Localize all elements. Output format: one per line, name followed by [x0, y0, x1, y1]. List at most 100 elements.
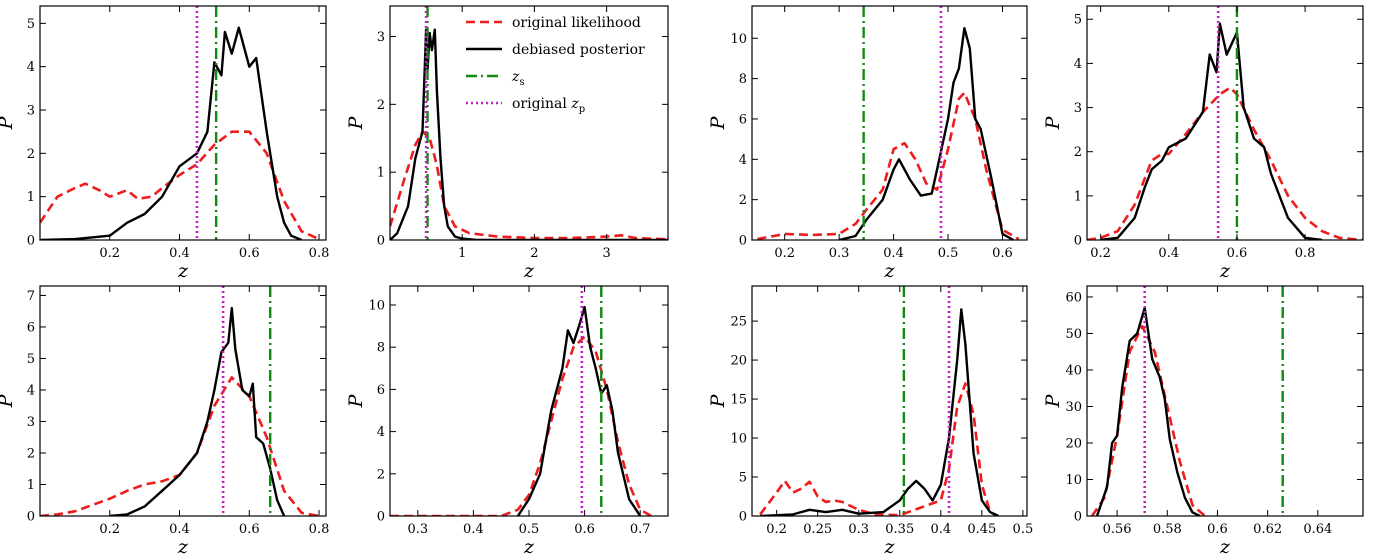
y-tick-label: 10 — [1065, 473, 1082, 488]
y-tick-label: 8 — [377, 341, 385, 356]
y-axis-label: P — [707, 393, 729, 408]
y-tick-label: 0 — [1074, 510, 1082, 525]
y-tick-label: 2 — [377, 98, 385, 113]
x-tick-label: 0.4 — [169, 246, 190, 261]
legend: original likelihood debiased posterior zs o… — [466, 15, 645, 115]
y-tick-label: 1 — [27, 190, 35, 205]
x-tick-label: 0.4 — [883, 246, 904, 261]
x-axis-label: z — [523, 536, 535, 558]
x-tick-label: 0.5 — [1013, 522, 1034, 537]
y-tick-label: 2 — [377, 467, 385, 482]
y-tick-label: 1 — [1074, 189, 1082, 204]
y-tick-label: 7 — [27, 289, 35, 304]
series-debiased-posterior — [109, 306, 286, 516]
y-axis-label: P — [0, 393, 17, 408]
y-tick-label: 30 — [1065, 400, 1082, 415]
y-tick-label: 2 — [1074, 145, 1082, 160]
y-tick-label: 4 — [1074, 57, 1082, 72]
y-tick-label: 2 — [27, 147, 35, 162]
x-axis-label: z — [1219, 536, 1231, 558]
y-tick-label: 20 — [730, 354, 747, 369]
plot-frame — [751, 285, 1028, 517]
plot-frame — [389, 5, 669, 241]
y-axis-label: P — [1042, 393, 1064, 408]
plot-frame — [1086, 5, 1364, 241]
y-axis-label: P — [345, 393, 367, 408]
x-axis-label: z — [883, 260, 895, 282]
plot-frame — [1086, 285, 1364, 517]
y-tick-label: 5 — [739, 471, 747, 486]
legend-label-1: original likelihood — [512, 15, 641, 31]
x-tick-label: 0.6 — [239, 522, 260, 537]
x-tick-label: 0.62 — [1253, 522, 1282, 537]
x-axis-label: z — [177, 536, 189, 558]
y-tick-label: 40 — [1065, 363, 1082, 378]
x-tick-label: 0.2 — [766, 522, 787, 537]
x-tick-label: 0.3 — [829, 246, 850, 261]
panel-8: 0.56 0.58 0.6 0.62 0.64 0 10 20 30 40 50 60 z P — [1042, 285, 1364, 558]
x-tick-label: 0.6 — [574, 522, 595, 537]
y-axis-label: P — [0, 115, 17, 130]
series-debiased-posterior — [1100, 22, 1323, 240]
y-tick-label: 0 — [739, 510, 747, 525]
y-tick-label: 4 — [377, 425, 385, 440]
y-tick-label: 4 — [739, 153, 747, 168]
panel-7: 0.2 0.25 0.3 0.35 0.4 0.45 0.5 0 5 10 15 20 25 z P — [707, 285, 1034, 558]
panel-5: 0.2 0.4 0.6 0.8 0 1 2 3 4 5 6 7 z P — [0, 285, 330, 558]
y-axis-label: P — [345, 115, 367, 130]
y-tick-label: 6 — [27, 320, 35, 335]
y-tick-label: 3 — [1074, 101, 1082, 116]
y-tick-label: 10 — [730, 32, 747, 47]
series-debiased-posterior — [40, 26, 303, 240]
y-axis-label: P — [707, 115, 729, 130]
x-tick-label: 0.4 — [463, 522, 484, 537]
x-tick-label: 0.2 — [99, 246, 120, 261]
legend-label-3: zs — [511, 69, 525, 88]
series-original-likelihood — [40, 130, 320, 240]
y-tick-label: 3 — [27, 104, 35, 119]
y-tick-label: 0 — [739, 234, 747, 249]
x-tick-label: 0.3 — [407, 522, 428, 537]
y-tick-label: 20 — [1065, 436, 1082, 451]
x-tick-label: 0.6 — [239, 246, 260, 261]
x-tick-label: 0.2 — [1090, 246, 1111, 261]
y-tick-label: 10 — [730, 432, 747, 447]
y-tick-label: 4 — [27, 60, 35, 75]
series-debiased-posterior — [838, 27, 1014, 240]
x-tick-label: 0.6 — [1227, 246, 1248, 261]
y-tick-label: 0 — [377, 234, 385, 249]
y-tick-label: 8 — [739, 72, 747, 87]
y-tick-label: 0 — [27, 510, 35, 525]
x-tick-label: 0.8 — [309, 522, 330, 537]
y-tick-label: 2 — [739, 193, 747, 208]
panel-6: 0.3 0.4 0.5 0.6 0.7 0 2 4 6 8 10 z P — [345, 285, 669, 558]
x-tick-label: 0.56 — [1103, 522, 1132, 537]
series-original-likelihood — [390, 130, 668, 240]
x-tick-label: 0.5 — [519, 522, 540, 537]
series-debiased-posterior — [390, 28, 668, 240]
y-tick-label: 6 — [739, 112, 747, 127]
x-tick-label: 0.8 — [1295, 246, 1316, 261]
panel-3: 0.2 0.3 0.4 0.5 0.6 0 2 4 6 8 10 z P — [707, 5, 1028, 282]
series-original-likelihood — [757, 91, 1020, 240]
y-tick-label: 50 — [1065, 327, 1082, 342]
x-tick-label: 0.58 — [1153, 522, 1182, 537]
y-tick-label: 25 — [730, 315, 747, 330]
series-original-likelihood — [759, 382, 999, 516]
plot-frame — [751, 5, 1028, 241]
series-original-likelihood — [1087, 86, 1363, 240]
x-tick-label: 0.2 — [99, 522, 120, 537]
series-original-likelihood — [1090, 324, 1206, 516]
y-tick-label: 10 — [368, 298, 385, 313]
x-tick-label: 0.8 — [309, 246, 330, 261]
x-axis-label: z — [1219, 260, 1231, 282]
plot-frame — [389, 285, 669, 517]
x-tick-label: 0.6 — [992, 246, 1013, 261]
x-axis-label: z — [523, 260, 535, 282]
x-axis-label: z — [883, 536, 895, 558]
x-tick-label: 2 — [530, 246, 538, 261]
x-tick-label: 1 — [458, 246, 466, 261]
series-debiased-posterior — [760, 308, 999, 516]
panel-4: 0.2 0.4 0.6 0.8 0 1 2 3 4 5 z P — [1042, 5, 1364, 282]
